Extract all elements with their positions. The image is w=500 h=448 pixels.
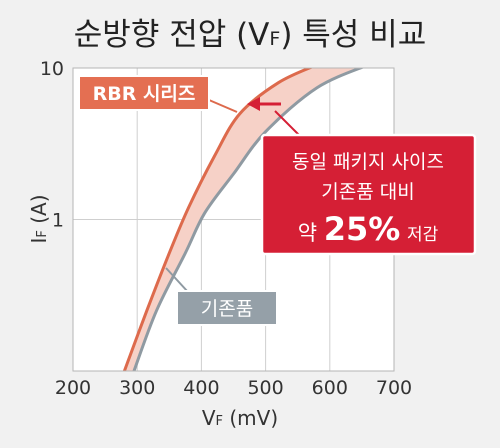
x-tick-label: 700: [376, 377, 412, 399]
x-tick-label: 400: [183, 377, 219, 399]
x-tick-label: 600: [312, 377, 348, 399]
x-axis-label-unit: (mV): [223, 406, 278, 430]
y-axis-label: IF (A): [27, 194, 51, 243]
leader-line-existing: [165, 267, 189, 293]
x-tick-labels: 200 300 400 500 600 700: [55, 377, 412, 399]
x-tick-label: 200: [55, 377, 91, 399]
series-line-existing: [132, 68, 365, 371]
y-axis-label-main: I: [27, 238, 51, 244]
callout-background: [260, 133, 477, 256]
callout-line-1: 동일 패키지 사이즈: [292, 151, 444, 173]
title-subscript: F: [269, 28, 280, 50]
series-label-rbr-text: RBR 시리즈: [93, 83, 196, 105]
x-axis-label-main: V: [202, 406, 216, 430]
title-rest: ) 특성 비교: [280, 17, 426, 53]
series-label-rbr-box: [78, 75, 210, 111]
x-tick-label: 500: [247, 377, 283, 399]
y-axis-label-unit: (A): [27, 194, 51, 230]
callout-line-3: 약 25% 저감: [298, 210, 439, 248]
difference-band: [124, 68, 361, 371]
x-axis-label-sub: F: [216, 414, 223, 429]
y-tick-label: 10: [40, 58, 64, 80]
chart-title: 순방향 전압 (VF) 특성 비교: [74, 17, 426, 53]
reduction-arrow: [247, 97, 281, 111]
series-label-rbr: RBR 시리즈: [78, 75, 238, 113]
series-label-existing-text: 기존품: [201, 298, 253, 320]
series-line-rbr: [122, 68, 314, 371]
y-axis-label-sub: F: [35, 230, 50, 237]
leader-line-rbr: [208, 99, 238, 113]
series-label-existing-box: [176, 290, 278, 326]
title-main: 순방향 전압 (V: [74, 17, 270, 53]
callout-prefix: 약: [298, 221, 317, 245]
callout-suffix: 저감: [407, 225, 439, 245]
callout-box: 동일 패키지 사이즈 기존품 대비 약 25% 저감: [260, 133, 477, 256]
y-tick-label: 1: [52, 210, 64, 232]
y-tick-labels: 1 10: [40, 58, 64, 232]
callout-line-2: 기존품 대비: [321, 181, 414, 203]
series-label-existing: 기존품: [165, 267, 278, 326]
x-tick-label: 300: [119, 377, 155, 399]
x-axis-label: VF (mV): [202, 406, 278, 430]
callout-big-value: 25%: [324, 210, 401, 248]
